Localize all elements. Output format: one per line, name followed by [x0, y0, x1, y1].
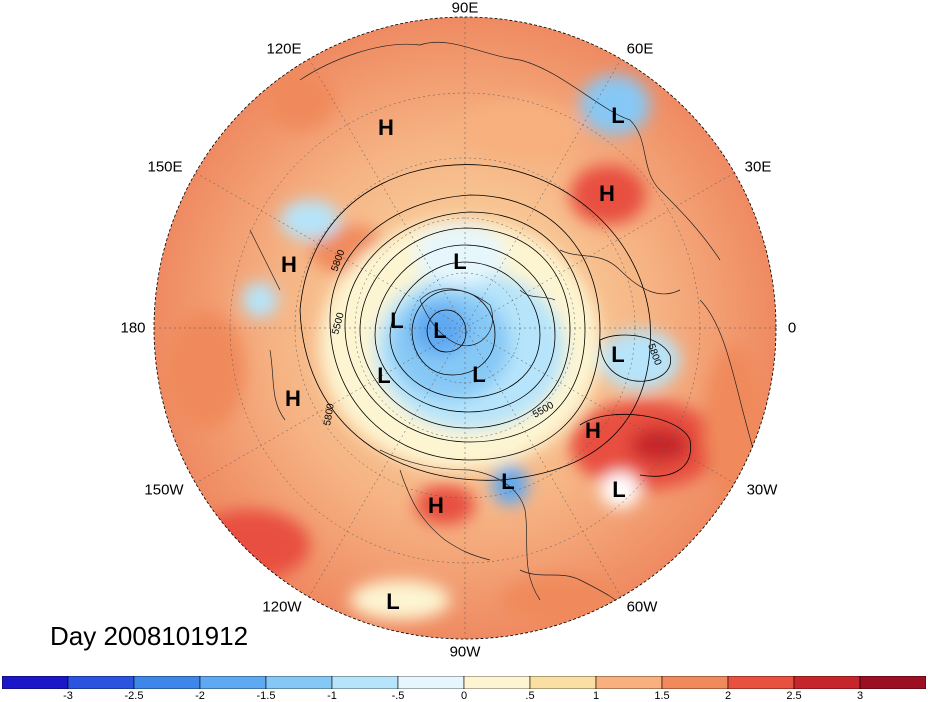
map-border [153, 16, 777, 640]
colorbar-tick: -2 [195, 690, 205, 702]
lon-label-150w: 150W [144, 481, 184, 499]
colorbar-tick: -.5 [391, 690, 405, 702]
lon-label-180: 180 [120, 319, 146, 337]
lon-label-90w: 90W [449, 643, 481, 661]
colorbar-swatch [529, 676, 597, 689]
pressure-marker: L [612, 477, 626, 502]
pressure-marker: L [377, 363, 391, 388]
colorbar [2, 676, 926, 689]
colorbar-swatch [2, 676, 69, 689]
lon-label-60e: 60E [626, 40, 654, 58]
pressure-marker: L [501, 469, 515, 494]
colorbar-swatch [661, 676, 729, 689]
pressure-marker: H [599, 181, 615, 206]
lon-label-120w: 120W [262, 598, 302, 616]
colorbar-swatch [199, 676, 267, 689]
colorbar-tick: -1.5 [256, 690, 276, 702]
colorbar-swatch [859, 676, 926, 689]
colorbar-swatch [67, 676, 135, 689]
colorbar-swatch [463, 676, 531, 689]
lon-label-0: 0 [787, 319, 797, 337]
colorbar-swatch [265, 676, 333, 689]
colorbar-swatch [331, 676, 399, 689]
colorbar-tick: 1 [592, 690, 600, 702]
pressure-marker: L [472, 362, 486, 387]
colorbar-tick: 3 [856, 690, 864, 702]
colorbar-tick: 2 [724, 690, 732, 702]
lon-label-120e: 120E [266, 40, 302, 58]
colorbar-tick: 0 [460, 690, 468, 702]
pressure-marker: H [378, 115, 394, 140]
pressure-marker: H [428, 493, 444, 518]
colorbar-swatch [727, 676, 795, 689]
colorbar-tick: 1.5 [654, 690, 670, 702]
graticule [154, 17, 776, 639]
colorbar-swatch [133, 676, 201, 689]
pressure-marker: L [390, 308, 404, 333]
colorbar-tick: -2.5 [124, 690, 144, 702]
pressure-marker: H [281, 252, 297, 277]
pressure-marker: L [386, 589, 400, 614]
colorbar-swatch [397, 676, 465, 689]
pressure-marker: L [433, 318, 447, 343]
colorbar-tick: -1 [327, 690, 337, 702]
colorbar-tick: -3 [63, 690, 73, 702]
lon-label-30w: 30W [746, 481, 778, 499]
pressure-marker: H [285, 386, 301, 411]
colorbar-tick: .5 [525, 690, 535, 702]
lon-label-150e: 150E [147, 158, 183, 176]
colorbar-swatch [595, 676, 663, 689]
pressure-marker: H [585, 418, 601, 443]
colorbar-tick: 2.5 [786, 690, 802, 702]
pressure-marker: L [611, 103, 625, 128]
height-contours [299, 164, 692, 481]
lon-label-60w: 60W [626, 598, 658, 616]
lon-label-30e: 30E [744, 158, 772, 176]
lon-label-90e: 90E [451, 0, 479, 17]
pressure-marker: L [611, 342, 625, 367]
date-label: Day 2008101912 [50, 621, 249, 651]
colorbar-swatch [793, 676, 861, 689]
pressure-marker: L [453, 249, 467, 274]
